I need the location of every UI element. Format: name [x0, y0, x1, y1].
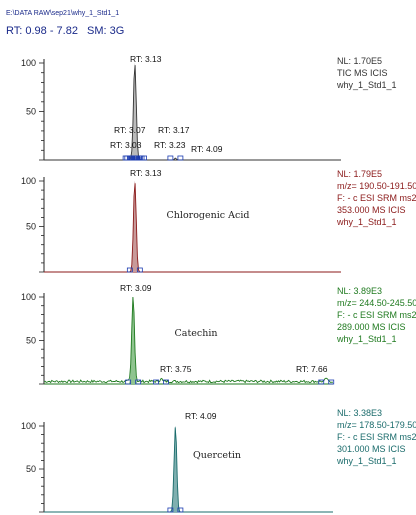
integration-marker — [163, 379, 169, 385]
compound-label: Catechin — [175, 328, 218, 339]
info-catechin: NL: 3.89E3 m/z= 244.50-245.50 F: - c ESI S… — [337, 285, 416, 345]
peak-label: RT: 3.09 — [120, 283, 152, 293]
integration-marker — [167, 507, 174, 513]
info-line2: m/z= 178.50-179.50 — [337, 420, 416, 430]
peak-label: RT: 7.66 — [296, 364, 328, 374]
peak-label: RT: 3.17 — [158, 125, 190, 135]
info-line3: F: - c ESI SRM ms2 — [337, 193, 416, 203]
y-tick-label: 50 — [26, 107, 36, 117]
integration-marker — [153, 379, 159, 385]
info-line2: m/z= 190.50-191.50 — [337, 181, 416, 191]
y-tick-label: 100 — [21, 58, 36, 68]
file-path: E:\DATA RAW\sep21\why_1_Std1_1 — [6, 10, 120, 17]
info-line5: why_1_Std1_1 — [337, 334, 397, 344]
y-tick-label: 50 — [26, 464, 36, 474]
peak-fill — [128, 181, 142, 272]
integration-marker — [125, 379, 132, 385]
integration-marker — [177, 155, 184, 161]
info-line3: F: - c ESI SRM ms2 — [337, 432, 416, 442]
info-line5: why_1_Std1_1 — [337, 217, 397, 227]
y-tick-label: 100 — [21, 176, 36, 186]
y-tick-label: 100 — [21, 292, 36, 302]
panel-quercetin: 100 50 RT: 4.09 Quercetin — [21, 411, 333, 513]
trace-line — [44, 65, 333, 161]
peak-fill — [169, 426, 182, 512]
peak-label: RT: 3.07 — [114, 125, 146, 135]
trace-line — [44, 427, 333, 513]
info-line4: 353.000 MS ICIS — [337, 205, 406, 215]
integration-marker — [136, 267, 143, 273]
integration-marker — [126, 267, 133, 273]
peak-fill — [126, 297, 140, 384]
integration-marker — [167, 155, 174, 161]
y-tick-label: 100 — [21, 421, 36, 431]
rt-range-label: RT: 0.98 - 7.82 — [6, 25, 78, 37]
peak-label: RT: 3.03 — [110, 140, 142, 150]
compound-label: Chlorogenic Acid — [167, 210, 250, 221]
integration-marker — [318, 379, 325, 385]
info-nl: NL: 1.70E5 — [337, 56, 383, 66]
trace-line — [43, 296, 334, 384]
peak-label: RT: 4.09 — [185, 411, 217, 421]
integration-marker — [122, 155, 129, 161]
info-nl: NL: 1.79E5 — [337, 169, 383, 179]
peak-label: RT: 3.75 — [160, 364, 192, 374]
sm-label: SM: 3G — [87, 25, 125, 37]
info-line3: F: - c ESI SRM ms2 — [337, 310, 416, 320]
info-line2: m/z= 244.50-245.50 — [337, 298, 416, 308]
y-tick-label: 50 — [26, 222, 36, 232]
info-nl: NL: 3.89E3 — [337, 286, 383, 296]
info-line3: why_1_Std1_1 — [337, 80, 397, 90]
integration-band — [129, 157, 143, 160]
info-line4: 301.000 MS ICIS — [337, 444, 406, 454]
panel-chlorogenic: 100 50 RT: 3.13 Chlorogenic Acid — [21, 168, 341, 273]
info-tic: NL: 1.70E5 TIC MS ICIS why_1_Std1_1 — [337, 55, 397, 91]
panel-catechin: 100 50 RT: 3.09 RT: 3.75 RT: 7.66 Catechin — [21, 283, 335, 385]
peak-label: RT: 3.13 — [130, 54, 162, 64]
compound-label: Quercetin — [193, 450, 241, 461]
peak-label: RT: 3.13 — [130, 168, 162, 178]
panel-tic: 100 50 RT: 3.13 RT: 3.07 RT: 3.17 RT: 3.03 RT:… — [21, 54, 341, 161]
info-quercetin: NL: 3.38E3 m/z= 178.50-179.50 F: - c ESI S… — [337, 407, 416, 467]
rt-range-header: RT: 0.98 - 7.82 SM: 3G — [6, 25, 124, 37]
trace-line — [44, 183, 333, 273]
info-nl: NL: 3.38E3 — [337, 408, 383, 418]
info-line5: why_1_Std1_1 — [337, 456, 397, 466]
integration-marker — [135, 379, 142, 385]
info-chlorogenic: NL: 1.79E5 m/z= 190.50-191.50 F: - c ESI S… — [337, 168, 416, 228]
info-line4: 289.000 MS ICIS — [337, 322, 406, 332]
peak-fill — [128, 63, 142, 160]
peak-label: RT: 3.23 — [154, 140, 186, 150]
integration-marker — [328, 379, 335, 385]
info-line2: TIC MS ICIS — [337, 68, 388, 78]
integration-marker — [177, 507, 184, 513]
y-tick-label: 50 — [26, 336, 36, 346]
peak-label: RT: 4.09 — [191, 144, 223, 154]
